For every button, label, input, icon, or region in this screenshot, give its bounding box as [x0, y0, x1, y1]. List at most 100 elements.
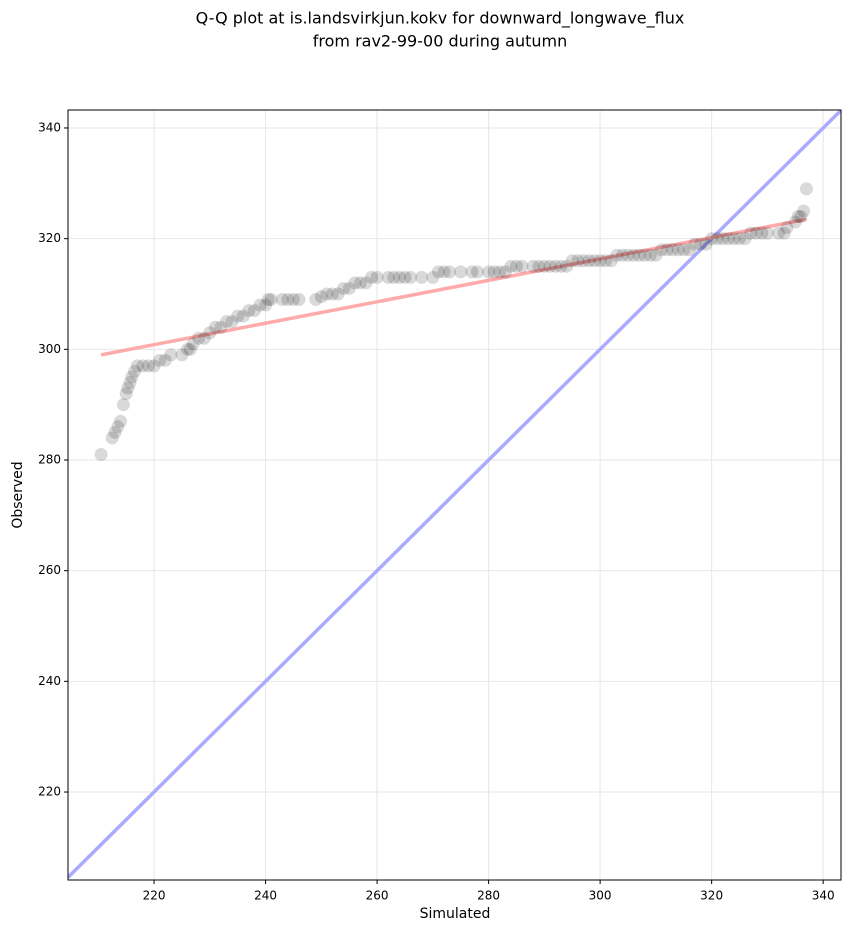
point — [493, 265, 507, 279]
y-tick-label: 300 — [38, 342, 61, 356]
point — [788, 215, 802, 229]
point — [121, 381, 135, 395]
point — [549, 259, 563, 273]
point — [242, 304, 256, 318]
point — [727, 232, 741, 246]
point — [498, 265, 512, 279]
point — [588, 254, 602, 268]
point — [755, 226, 769, 240]
point — [108, 425, 122, 439]
x-tick-label: 260 — [366, 889, 389, 903]
point — [175, 348, 189, 362]
point — [654, 243, 668, 257]
point — [705, 232, 719, 246]
point — [638, 248, 652, 262]
point — [111, 420, 125, 434]
point — [387, 270, 401, 284]
point — [632, 248, 646, 262]
point — [359, 276, 373, 290]
point — [772, 226, 786, 240]
x-axis-label: Simulated — [420, 906, 491, 922]
reference-line — [100, 217, 807, 357]
point — [777, 226, 791, 240]
point — [799, 182, 813, 196]
point — [365, 270, 379, 284]
point — [560, 259, 574, 273]
point — [325, 287, 339, 301]
point — [331, 287, 345, 301]
point — [158, 353, 172, 367]
point — [141, 359, 155, 373]
point — [509, 259, 523, 273]
plot-frame — [67, 109, 842, 881]
point — [610, 248, 624, 262]
point — [231, 309, 245, 323]
y-axis-label: Observed — [10, 461, 26, 528]
y-tick-label: 240 — [38, 674, 61, 688]
point — [203, 326, 217, 340]
point — [443, 265, 457, 279]
point — [94, 447, 108, 461]
chart-title: Q-Q plot at is.landsvirkjun.kokv for dow… — [196, 9, 685, 29]
point — [153, 353, 167, 367]
point — [671, 243, 685, 257]
point — [123, 376, 137, 390]
point — [130, 359, 144, 373]
point — [797, 204, 811, 218]
point — [465, 265, 479, 279]
point — [738, 232, 752, 246]
point — [543, 259, 557, 273]
point — [426, 270, 440, 284]
point — [292, 293, 306, 307]
point — [716, 232, 730, 246]
point — [532, 259, 546, 273]
point — [214, 320, 228, 334]
point — [744, 226, 758, 240]
point — [576, 254, 590, 268]
point — [721, 232, 735, 246]
point — [197, 331, 211, 345]
y-tick-label: 340 — [38, 120, 61, 134]
point — [415, 270, 429, 284]
point — [208, 320, 222, 334]
point — [627, 248, 641, 262]
point — [264, 293, 278, 307]
point — [186, 337, 200, 351]
point — [220, 315, 234, 329]
x-tick-label: 240 — [254, 889, 277, 903]
point — [381, 270, 395, 284]
point — [482, 265, 496, 279]
point — [504, 259, 518, 273]
x-tick-label: 280 — [477, 889, 500, 903]
point — [604, 254, 618, 268]
point — [571, 254, 585, 268]
point — [794, 210, 808, 224]
point — [621, 248, 635, 262]
point — [261, 293, 275, 307]
x-tick-label: 220 — [143, 889, 166, 903]
point — [370, 270, 384, 284]
point — [666, 243, 680, 257]
point — [537, 259, 551, 273]
y-tick-label: 320 — [38, 231, 61, 245]
point — [599, 254, 613, 268]
x-tick-label: 320 — [700, 889, 723, 903]
point — [314, 290, 328, 304]
chart-title: from rav2-99-00 during autumn — [313, 32, 568, 51]
point — [699, 237, 713, 251]
point — [487, 265, 501, 279]
point — [116, 398, 130, 412]
point — [128, 364, 142, 378]
point — [515, 259, 529, 273]
point — [749, 226, 763, 240]
point — [281, 293, 295, 307]
point — [147, 359, 161, 373]
y-tick-label: 260 — [38, 563, 61, 577]
x-tick-label: 300 — [589, 889, 612, 903]
point — [733, 232, 747, 246]
point — [236, 309, 250, 323]
point — [180, 342, 194, 356]
point — [526, 259, 540, 273]
point — [259, 298, 273, 312]
